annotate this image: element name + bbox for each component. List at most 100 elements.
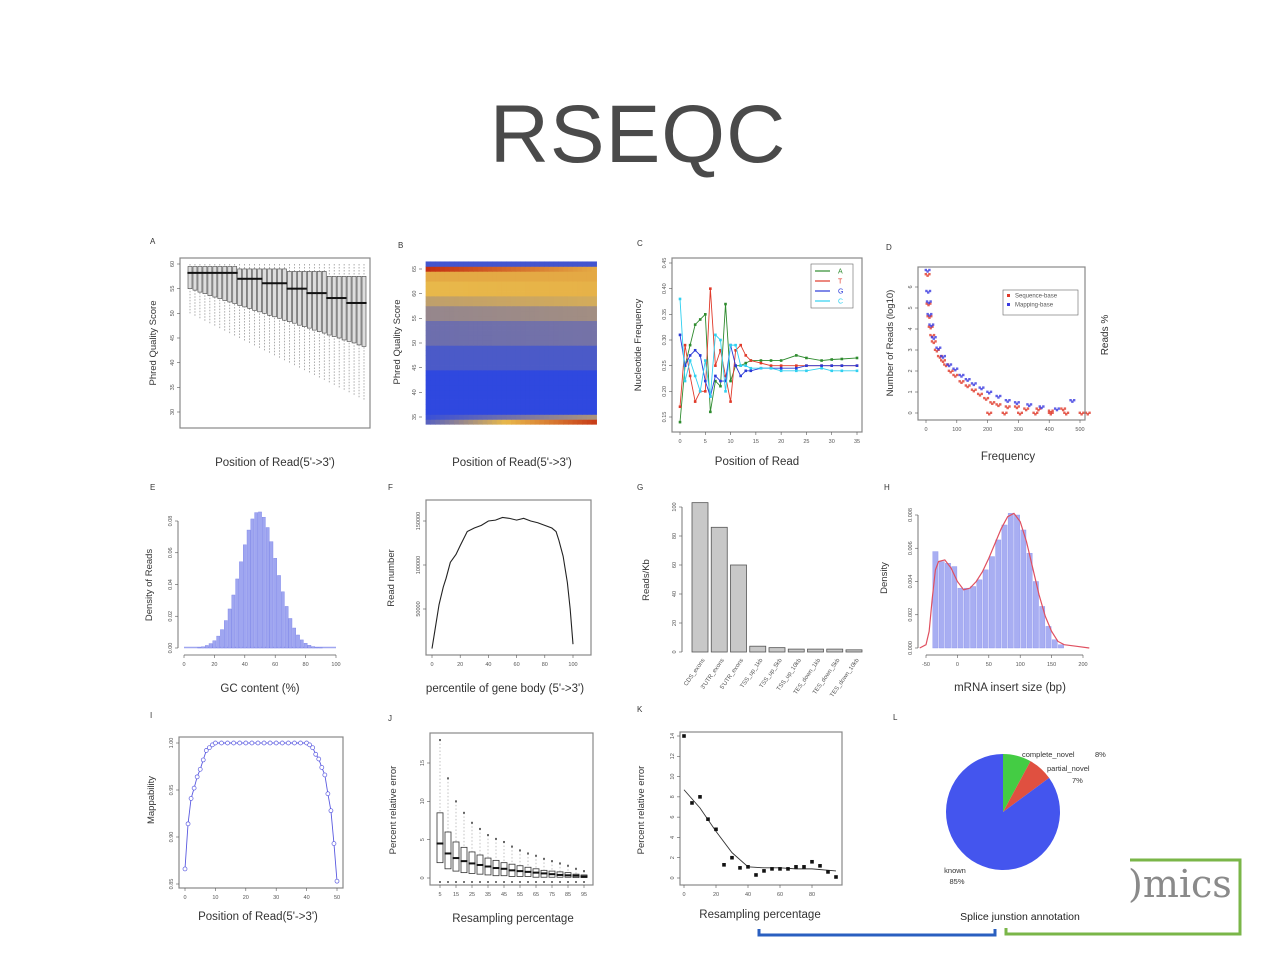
data-point [1028, 404, 1031, 408]
heatmap-cell [496, 286, 503, 292]
x-tick-label: 80 [809, 892, 815, 898]
outlier-point [551, 860, 553, 863]
heatmap-cell [539, 305, 545, 312]
heatmap-cell [425, 374, 431, 381]
heatmap-cell [463, 389, 469, 396]
data-point [855, 369, 859, 373]
data-point [310, 745, 316, 751]
heatmap-cell [463, 355, 469, 361]
heatmap-cell [511, 310, 517, 317]
heatmap-cell [567, 261, 574, 267]
heatmap-cell [439, 300, 446, 307]
histogram-bar [288, 618, 293, 649]
data-point [958, 380, 961, 383]
histogram-bar [976, 579, 983, 649]
heatmap-cell [454, 374, 460, 381]
heatmap-cell [468, 365, 474, 371]
histogram-bar [246, 529, 251, 649]
heatmap-cell [458, 325, 465, 331]
heatmap-cell [454, 325, 460, 331]
heatmap-cell [463, 399, 469, 405]
data-point [934, 336, 937, 339]
heatmap-cell [458, 330, 465, 336]
x-tick-label: 60 [514, 662, 520, 668]
heatmap-cell [558, 394, 564, 400]
data-point [1039, 407, 1042, 410]
heatmap-cell [534, 379, 541, 386]
heatmap-cell [430, 330, 436, 336]
heatmap-cell [525, 305, 531, 312]
data-point [1069, 399, 1072, 402]
y-tick-label: 10 [420, 798, 426, 804]
heatmap-cell [473, 379, 479, 386]
data-point [1004, 405, 1008, 408]
heatmap-cell [492, 419, 498, 425]
omics-logo: )mics [1128, 862, 1232, 906]
box [227, 266, 233, 303]
heatmap-cell [425, 320, 431, 326]
heatmap-cell [572, 310, 578, 317]
heatmap-cell [520, 305, 526, 312]
heatmap-cell [468, 409, 474, 415]
data-point [1017, 405, 1020, 408]
heatmap-cell [449, 310, 455, 317]
heatmap-cell [563, 414, 569, 420]
box [277, 268, 282, 319]
heatmap-cell [567, 296, 574, 302]
heatmap-cell [468, 379, 474, 386]
heatmap-cell [577, 291, 583, 297]
heatmap-cell [558, 330, 564, 336]
heatmap-cell [492, 286, 498, 292]
heatmap-cell [591, 419, 597, 425]
heatmap-cell [435, 281, 441, 287]
legend-label: T [838, 279, 843, 286]
heatmap-cell [515, 370, 522, 376]
heatmap-cell [435, 291, 441, 297]
heatmap-cell [439, 340, 446, 346]
heatmap-cell [468, 355, 474, 361]
data-point [703, 359, 707, 362]
data-point [970, 382, 974, 385]
heatmap-cell [548, 271, 555, 277]
heatmap-cell [496, 291, 503, 297]
y-tick-label: 0 [672, 650, 678, 653]
heatmap-cell [444, 389, 450, 396]
histogram-bar [1026, 553, 1033, 649]
heatmap-cell [496, 271, 503, 277]
heatmap-cell [487, 409, 493, 415]
heatmap-cell [582, 305, 588, 312]
heatmap-cell [454, 296, 460, 302]
heatmap-cell [430, 320, 436, 326]
heatmap-cell [548, 414, 555, 420]
heatmap-cell [435, 409, 441, 415]
heatmap-cell [425, 350, 431, 356]
data-point [968, 378, 971, 381]
heatmap-cell [473, 325, 479, 331]
heatmap-cell [586, 271, 593, 277]
data-point [243, 740, 249, 746]
heatmap-cell [458, 271, 465, 277]
x-tick-label: 40 [242, 662, 248, 668]
heatmap-cell [496, 350, 503, 356]
heatmap-cell [473, 281, 479, 287]
min-point [527, 881, 529, 883]
heatmap-cell [487, 350, 493, 356]
chart-caption: Splice junstion annotation [960, 911, 1080, 923]
heatmap-cell [553, 370, 560, 376]
heatmap-cell [435, 350, 441, 356]
heatmap-cell [487, 276, 493, 282]
heatmap-cell [444, 414, 450, 420]
heatmap-cell [539, 404, 545, 410]
heatmap-cell [482, 389, 488, 396]
heatmap-cell [591, 399, 597, 405]
min-point [567, 881, 569, 883]
heatmap-cell [496, 296, 503, 302]
box [452, 841, 460, 872]
heatmap-cell [515, 296, 522, 302]
heatmap-cell [525, 325, 531, 331]
heatmap-cell [582, 360, 588, 366]
heatmap-cell [567, 281, 574, 287]
heatmap-cell [444, 365, 450, 371]
heatmap-cell [586, 320, 593, 326]
